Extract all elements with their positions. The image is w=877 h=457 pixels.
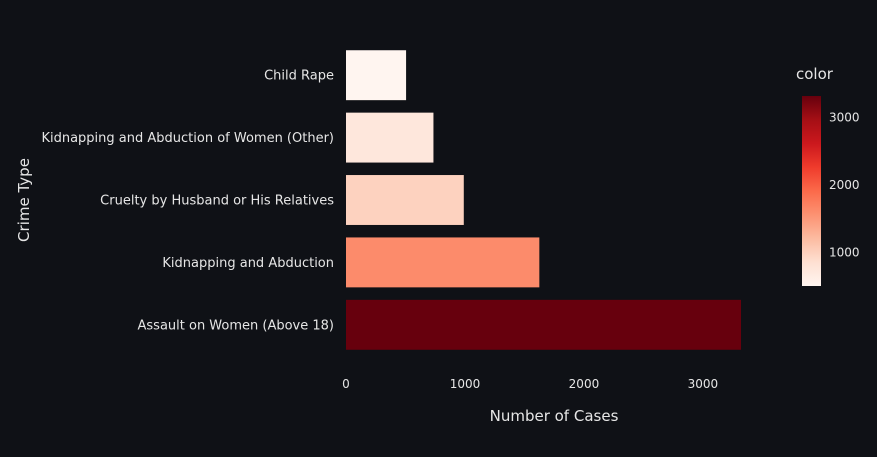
category-label: Cruelty by Husband or His Relatives [100, 194, 334, 209]
colorbar-tick-label: 1000 [829, 246, 860, 260]
x-axis-title: Number of Cases [490, 407, 619, 425]
category-label: Child Rape [264, 69, 334, 84]
bar-2[interactable] [346, 237, 540, 288]
category-labels: Assault on Women (Above 18) Kidnapping an… [41, 69, 334, 334]
colorbar-gradient [802, 96, 821, 286]
bar-4[interactable] [346, 112, 434, 163]
bar-3[interactable] [346, 175, 464, 225]
x-tick-label: 0 [342, 377, 350, 391]
x-tick-label: 2000 [569, 377, 600, 391]
category-label: Assault on Women (Above 18) [138, 318, 335, 333]
y-axis-title: Crime Type [15, 158, 33, 242]
category-label: Kidnapping and Abduction [162, 256, 334, 271]
bars-layer [346, 50, 741, 350]
colorbar-tick-label: 2000 [829, 178, 860, 192]
colorbar-ticks: 1000 2000 3000 [829, 111, 860, 260]
bar-1[interactable] [346, 299, 741, 350]
colorbar-tick-label: 3000 [829, 111, 860, 125]
x-tick-label: 3000 [688, 377, 719, 391]
colorbar-title: color [796, 65, 834, 83]
category-label: Kidnapping and Abduction of Women (Other… [41, 131, 334, 146]
x-axis-ticks: 0 1000 2000 3000 [342, 377, 718, 391]
colorbar: color 1000 2000 3000 [796, 65, 860, 286]
x-tick-label: 1000 [450, 377, 481, 391]
bar-5[interactable] [346, 50, 407, 101]
